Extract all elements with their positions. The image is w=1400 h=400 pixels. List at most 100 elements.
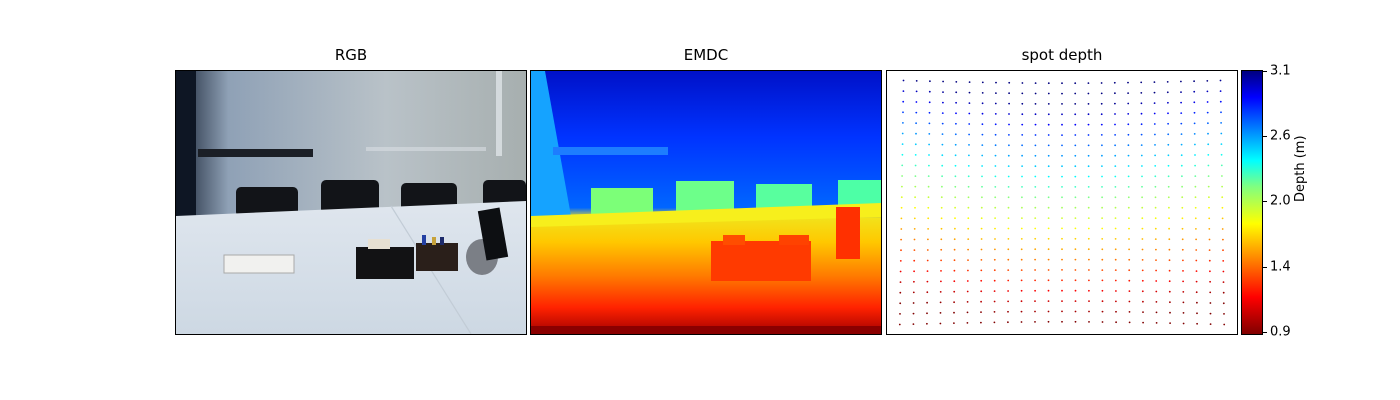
- depth-spot: [1180, 80, 1182, 83]
- depth-spot: [942, 80, 944, 83]
- depth-spot: [1181, 206, 1184, 209]
- depth-spot: [1074, 320, 1077, 323]
- depth-spot: [955, 112, 957, 115]
- depth-spot: [912, 291, 915, 294]
- depth-spot: [1047, 186, 1050, 188]
- depth-spot: [1020, 310, 1023, 313]
- depth-spot: [914, 143, 917, 146]
- depth-spot: [1021, 123, 1024, 126]
- depth-spot: [942, 91, 944, 93]
- depth-spot: [1206, 111, 1209, 114]
- depth-spot: [1061, 258, 1063, 261]
- depth-spot: [1193, 122, 1196, 125]
- depth-spot: [994, 144, 997, 147]
- depth-spot: [1088, 300, 1090, 302]
- depth-spot: [1047, 279, 1050, 282]
- depth-spot: [994, 248, 996, 251]
- depth-spot: [940, 270, 942, 272]
- depth-spot: [1061, 217, 1063, 220]
- depth-spot: [1021, 144, 1023, 147]
- depth-spot: [1021, 186, 1023, 188]
- depth-spot: [1207, 175, 1210, 177]
- depth-spot: [1047, 248, 1050, 251]
- depth-spot: [1101, 279, 1104, 282]
- depth-spot: [900, 228, 903, 230]
- depth-spot: [1034, 217, 1037, 220]
- depth-spot: [1154, 154, 1156, 157]
- depth-spot: [1007, 279, 1010, 282]
- depth-spot: [1008, 92, 1010, 95]
- depth-spot: [939, 301, 942, 304]
- depth-spot: [926, 280, 929, 283]
- depth-spot: [966, 280, 969, 282]
- depth-spot: [1167, 185, 1170, 188]
- depth-spot: [899, 291, 902, 294]
- depth-spot: [928, 101, 931, 104]
- emdc-panel-title: EMDC: [683, 46, 729, 64]
- depth-spot: [928, 154, 930, 156]
- depth-spot: [1167, 101, 1169, 104]
- depth-spot: [898, 323, 901, 326]
- depth-spot: [1021, 175, 1023, 178]
- depth-spot: [1114, 227, 1117, 230]
- depth-spot: [927, 175, 930, 177]
- depth-spot: [928, 133, 931, 135]
- depth-spot: [1074, 123, 1077, 126]
- depth-spot: [1100, 123, 1103, 126]
- depth-spot: [1114, 154, 1117, 157]
- depth-spot: [1221, 217, 1224, 220]
- depth-spot: [940, 227, 943, 230]
- depth-spot: [1074, 154, 1077, 157]
- colorbar-tick: [1263, 332, 1267, 333]
- depth-spot: [1007, 196, 1010, 199]
- depth-spot: [1182, 280, 1184, 283]
- depth-spot: [1141, 279, 1144, 282]
- depth-spot: [1114, 258, 1117, 261]
- depth-spot: [1128, 258, 1131, 261]
- depth-spot: [954, 206, 956, 209]
- depth-spot: [1008, 123, 1010, 126]
- depth-spot: [900, 196, 903, 199]
- depth-spot: [1155, 248, 1157, 251]
- depth-spot: [1181, 175, 1183, 178]
- depth-spot: [1061, 175, 1063, 178]
- depth-spot: [1155, 280, 1158, 282]
- depth-spot: [1154, 196, 1157, 199]
- depth-spot: [1047, 123, 1050, 126]
- depth-spot: [901, 175, 903, 177]
- depth-spot: [1087, 113, 1090, 116]
- depth-spot: [1074, 258, 1077, 261]
- depth-spot: [927, 217, 930, 220]
- depth-spot: [1128, 217, 1130, 220]
- depth-spot: [1087, 144, 1090, 147]
- depth-spot: [1100, 102, 1103, 105]
- depth-spot: [967, 165, 970, 167]
- depth-spot: [1021, 165, 1023, 167]
- depth-spot: [1155, 311, 1158, 314]
- depth-spot: [1127, 123, 1130, 126]
- depth-spot: [914, 154, 917, 156]
- depth-spot: [955, 81, 958, 83]
- depth-spot: [1169, 322, 1171, 324]
- depth-spot: [940, 238, 943, 241]
- depth-spot: [1209, 291, 1212, 294]
- depth-spot: [1219, 100, 1222, 103]
- depth-spot: [1141, 238, 1144, 240]
- depth-spot: [968, 123, 971, 125]
- depth-spot: [1180, 133, 1183, 135]
- depth-spot: [1208, 217, 1211, 220]
- colorbar-tick-label: 2.0: [1270, 193, 1291, 209]
- depth-spot: [1061, 248, 1063, 251]
- depth-spot: [1141, 227, 1144, 230]
- depth-spot: [1047, 154, 1050, 157]
- depth-spot: [994, 206, 997, 209]
- depth-spot: [995, 92, 997, 94]
- depth-spot: [993, 311, 996, 313]
- depth-spot: [915, 122, 917, 125]
- depth-spot: [1209, 270, 1211, 273]
- depth-spot: [1007, 248, 1010, 251]
- depth-spot: [1087, 92, 1090, 95]
- depth-spot: [1034, 154, 1037, 157]
- depth-spot: [941, 122, 944, 125]
- depth-spot: [914, 164, 917, 167]
